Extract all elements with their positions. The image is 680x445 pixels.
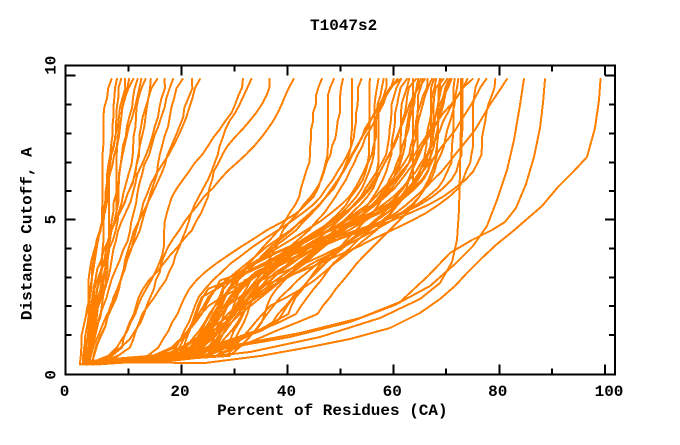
svg-text:5: 5: [43, 215, 61, 225]
svg-text:0: 0: [60, 383, 70, 401]
svg-text:Distance Cutoff, A: Distance Cutoff, A: [19, 147, 37, 320]
svg-text:Percent of Residues (CA): Percent of Residues (CA): [217, 402, 447, 420]
svg-text:T1047s2: T1047s2: [310, 17, 377, 35]
svg-text:40: 40: [277, 383, 296, 401]
svg-text:10: 10: [43, 56, 61, 75]
svg-text:0: 0: [43, 370, 61, 380]
svg-text:20: 20: [170, 383, 189, 401]
svg-text:80: 80: [488, 383, 507, 401]
svg-text:60: 60: [383, 383, 402, 401]
svg-text:100: 100: [595, 383, 624, 401]
